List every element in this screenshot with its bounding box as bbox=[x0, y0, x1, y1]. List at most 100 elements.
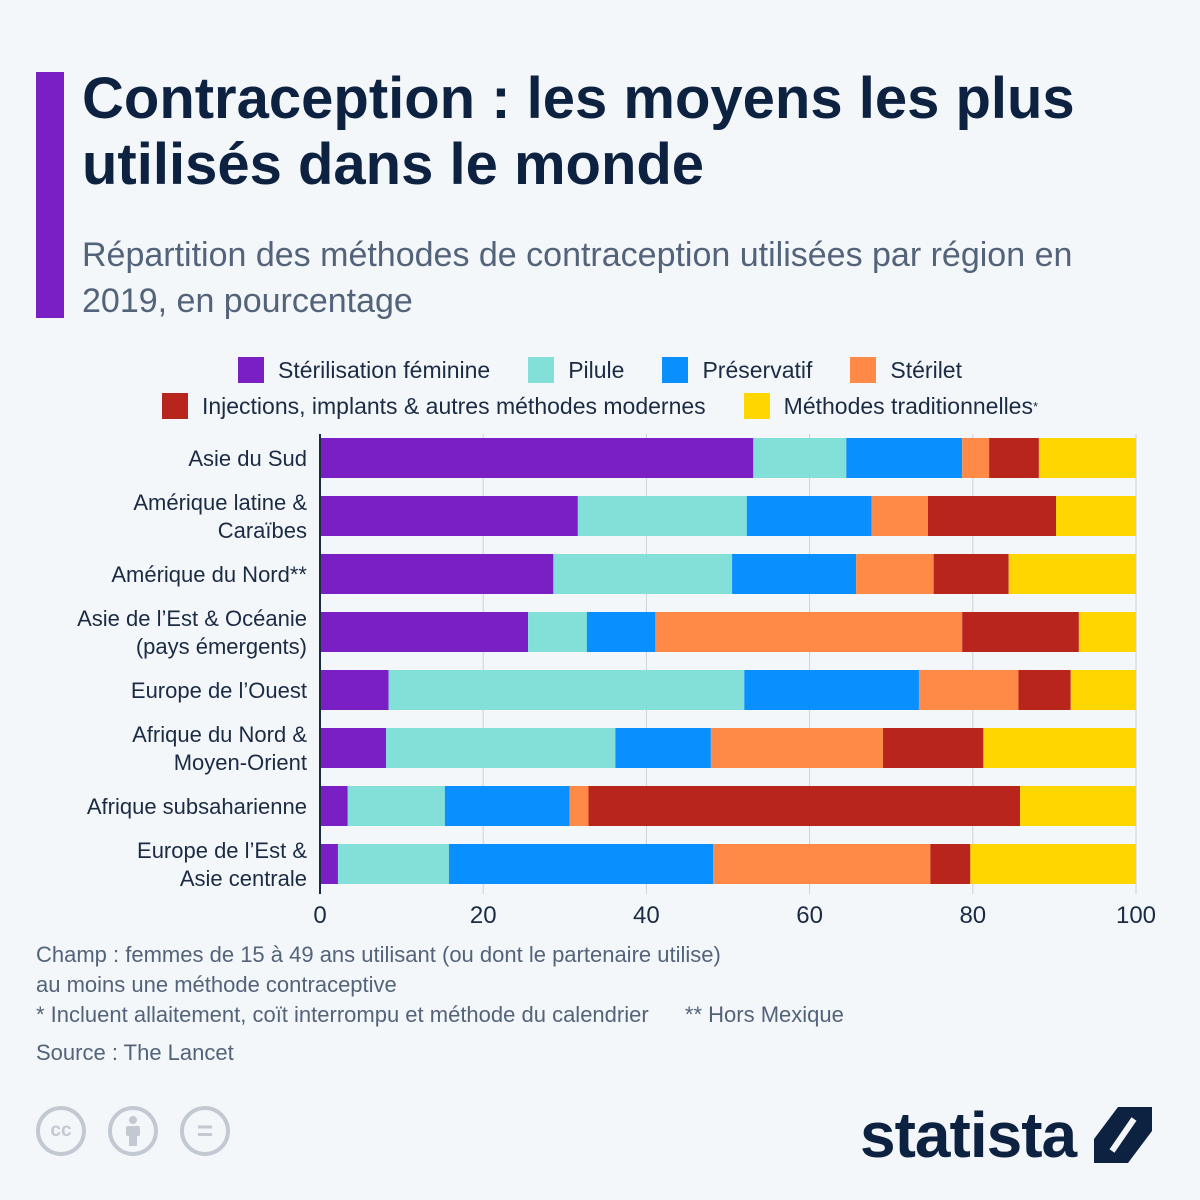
legend-label-traditionnelles: Méthodes traditionnelles bbox=[783, 392, 1033, 419]
bar-segment bbox=[320, 554, 554, 594]
x-tick-label: 100 bbox=[1116, 902, 1156, 929]
bar-segment bbox=[320, 612, 529, 652]
title-accent-bar bbox=[36, 72, 64, 318]
bar-segment bbox=[1070, 670, 1136, 710]
bar-segment bbox=[1018, 670, 1071, 710]
bar-segment bbox=[933, 554, 1009, 594]
scope-note-line-2: au moins une méthode contraceptive bbox=[36, 972, 397, 997]
bar-segment bbox=[962, 612, 1079, 652]
cc-icon[interactable]: cc bbox=[36, 1106, 86, 1156]
bar-segment bbox=[970, 844, 1136, 884]
attribution-icon[interactable] bbox=[108, 1106, 158, 1156]
legend-row: Injections, implants & autres méthodes m… bbox=[0, 388, 1200, 424]
x-tick-label: 60 bbox=[796, 902, 823, 929]
legend-item-traditionnelles: Méthodes traditionnelles * bbox=[743, 392, 1039, 420]
bar-segment bbox=[577, 496, 747, 536]
category-label: Amérique latine & Caraïbes bbox=[133, 490, 307, 543]
bar-segment bbox=[586, 612, 656, 652]
x-tick-label: 40 bbox=[633, 902, 660, 929]
bar-segment bbox=[320, 728, 387, 768]
legend-swatch-traditionnelles bbox=[743, 393, 770, 419]
category-label: Afrique du Nord & Moyen-Orient bbox=[132, 722, 307, 775]
legend-item-sterilet: Stérilet bbox=[850, 357, 962, 384]
bar-segment bbox=[732, 554, 857, 594]
bar-segment bbox=[320, 670, 389, 710]
legend-swatch-sterilet bbox=[850, 357, 877, 383]
asterisk-note: * Incluent allaitement, coït interrompu … bbox=[36, 1002, 649, 1027]
statista-mark-icon bbox=[1094, 1107, 1153, 1163]
bar-segment bbox=[553, 554, 733, 594]
legend-label-pilule: Pilule bbox=[568, 356, 625, 383]
bar-segment bbox=[1038, 438, 1136, 478]
legend-label-sterilet: Stérilet bbox=[890, 356, 962, 383]
legend-label-sterilisation: Stérilisation féminine bbox=[277, 356, 491, 383]
no-derivatives-icon[interactable]: = bbox=[180, 1106, 230, 1156]
category-label: Asie du Sud bbox=[188, 446, 307, 471]
bar-segment bbox=[744, 670, 919, 710]
bar-segment bbox=[320, 438, 754, 478]
x-tick-label: 0 bbox=[313, 902, 326, 929]
legend-item-preservatif: Préservatif bbox=[662, 357, 812, 384]
bar-segment bbox=[753, 438, 847, 478]
legend-footnote-marker: * bbox=[1032, 398, 1039, 414]
bar-segment bbox=[320, 844, 338, 884]
person-icon bbox=[126, 1116, 140, 1146]
bar-segment bbox=[588, 786, 1021, 826]
brand-name: statista bbox=[860, 1099, 1077, 1171]
x-tick-label: 20 bbox=[470, 902, 497, 929]
chart-title: Contraception : les moyens les plus util… bbox=[82, 66, 1075, 197]
bar-segment bbox=[347, 786, 445, 826]
license-icons: cc = bbox=[36, 1106, 252, 1156]
legend-label-injections: Injections, implants & autres méthodes m… bbox=[201, 392, 706, 419]
bar-segment bbox=[528, 612, 587, 652]
bar-segment bbox=[930, 844, 971, 884]
x-tick-label: 80 bbox=[959, 902, 986, 929]
bar-segment bbox=[1020, 786, 1136, 826]
double-asterisk-note: ** Hors Mexique bbox=[684, 1002, 844, 1027]
scope-note-line-1: Champ : femmes de 15 à 49 ans utilisant … bbox=[36, 942, 721, 967]
bar-segment bbox=[386, 728, 616, 768]
bar-segment bbox=[448, 844, 714, 884]
bar-segment bbox=[962, 438, 990, 478]
bar-segment bbox=[846, 438, 963, 478]
legend-swatch-injections bbox=[161, 393, 188, 419]
bar-segment bbox=[337, 844, 449, 884]
bar-segment bbox=[569, 786, 589, 826]
bar-segment bbox=[746, 496, 872, 536]
bar-segment bbox=[918, 670, 1019, 710]
asterisk-notes: * Incluent allaitement, coït interrompu … bbox=[36, 1000, 1166, 1030]
bar-segment bbox=[388, 670, 745, 710]
bar-segment bbox=[655, 612, 963, 652]
legend-item-injections: Injections, implants & autres méthodes m… bbox=[161, 392, 706, 420]
legend-item-pilule: Pilule bbox=[528, 357, 624, 384]
source-note: Source : The Lancet bbox=[36, 1040, 234, 1065]
bar-segment bbox=[1008, 554, 1136, 594]
category-label: Amérique du Nord** bbox=[111, 562, 307, 587]
bar-segment bbox=[1056, 496, 1136, 536]
legend-row: Stérilisation féminine Pilule Préservati… bbox=[0, 352, 1200, 388]
bar-segment bbox=[883, 728, 984, 768]
bar-segment bbox=[1078, 612, 1136, 652]
legend-label-preservatif: Préservatif bbox=[702, 356, 813, 383]
stacked-bar-chart: Asie du Sud Amérique latine & Caraïbes Amér… bbox=[77, 434, 1156, 929]
legend-item-sterilisation: Stérilisation féminine bbox=[237, 356, 491, 384]
legend-swatch-preservatif bbox=[662, 357, 689, 383]
bar-segment bbox=[710, 728, 884, 768]
bar-segment bbox=[320, 786, 348, 826]
statista-logo[interactable]: statista bbox=[860, 1098, 1153, 1172]
bar-segment bbox=[713, 844, 931, 884]
footnotes: Champ : femmes de 15 à 49 ans utilisant … bbox=[36, 940, 1166, 1068]
bar-segment bbox=[615, 728, 711, 768]
bar-segment bbox=[320, 496, 578, 536]
bar-segment bbox=[444, 786, 570, 826]
legend: Stérilisation féminine Pilule Préservati… bbox=[0, 352, 1200, 424]
bar-segment bbox=[989, 438, 1039, 478]
category-label: Asie de l’Est & Océanie (pays émergents) bbox=[77, 606, 307, 659]
legend-swatch-sterilisation bbox=[237, 357, 264, 383]
bar-segment bbox=[983, 728, 1136, 768]
bar-segment bbox=[871, 496, 928, 536]
category-label: Europe de l’Ouest bbox=[131, 678, 307, 703]
bar-segment bbox=[927, 496, 1057, 536]
category-label: Europe de l’Est & Asie centrale bbox=[137, 838, 307, 891]
chart-subtitle: Répartition des méthodes de contraceptio… bbox=[82, 236, 1073, 320]
